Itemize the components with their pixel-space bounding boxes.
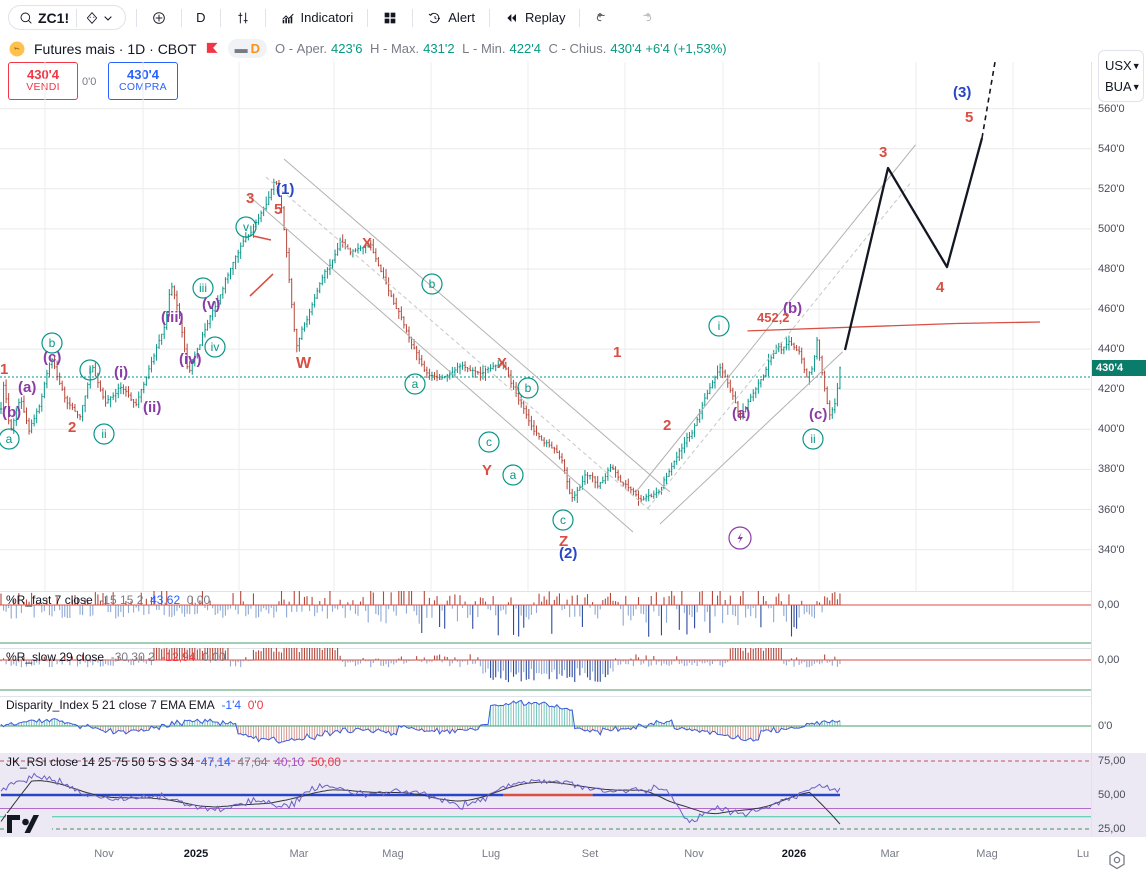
svg-text:X: X <box>362 235 372 252</box>
svg-text:(2): (2) <box>559 545 577 562</box>
svg-text:(b): (b) <box>2 404 21 421</box>
svg-text:3: 3 <box>879 144 887 161</box>
svg-text:(1): (1) <box>276 181 294 198</box>
svg-text:1: 1 <box>0 361 8 378</box>
svg-text:5: 5 <box>965 109 973 126</box>
svg-text:3: 3 <box>246 190 254 207</box>
svg-text:1: 1 <box>613 344 621 361</box>
svg-text:(c): (c) <box>43 349 61 366</box>
svg-text:iv: iv <box>211 340 220 354</box>
svg-text:(v): (v) <box>202 296 220 313</box>
svg-text:(iv): (iv) <box>179 351 202 368</box>
svg-text:W: W <box>296 355 312 372</box>
svg-text:5: 5 <box>274 201 282 218</box>
svg-text:452,2: 452,2 <box>757 310 790 325</box>
svg-text:v: v <box>243 220 249 234</box>
svg-text:2: 2 <box>663 417 671 434</box>
svg-text:(3): (3) <box>953 84 971 101</box>
svg-text:c: c <box>486 435 492 449</box>
svg-text:a: a <box>412 377 419 391</box>
svg-text:a: a <box>510 468 517 482</box>
svg-text:X: X <box>497 355 507 372</box>
svg-text:Y: Y <box>482 462 492 479</box>
svg-text:ii: ii <box>810 432 815 446</box>
svg-text:(a): (a) <box>732 405 750 422</box>
svg-text:(c): (c) <box>809 406 827 423</box>
svg-text:b: b <box>525 381 532 395</box>
svg-text:(a): (a) <box>18 379 36 396</box>
svg-text:a: a <box>6 432 13 446</box>
svg-text:iii: iii <box>199 281 207 295</box>
svg-text:c: c <box>560 513 566 527</box>
svg-text:2: 2 <box>68 419 76 436</box>
svg-text:i: i <box>718 319 721 333</box>
svg-text:4: 4 <box>936 279 945 296</box>
svg-text:i: i <box>89 363 92 377</box>
svg-text:b: b <box>429 277 436 291</box>
svg-text:b: b <box>49 336 56 350</box>
svg-text:ii: ii <box>101 427 106 441</box>
svg-text:(ii): (ii) <box>143 399 161 416</box>
svg-text:(i): (i) <box>114 364 128 381</box>
svg-text:(iii): (iii) <box>161 309 184 326</box>
